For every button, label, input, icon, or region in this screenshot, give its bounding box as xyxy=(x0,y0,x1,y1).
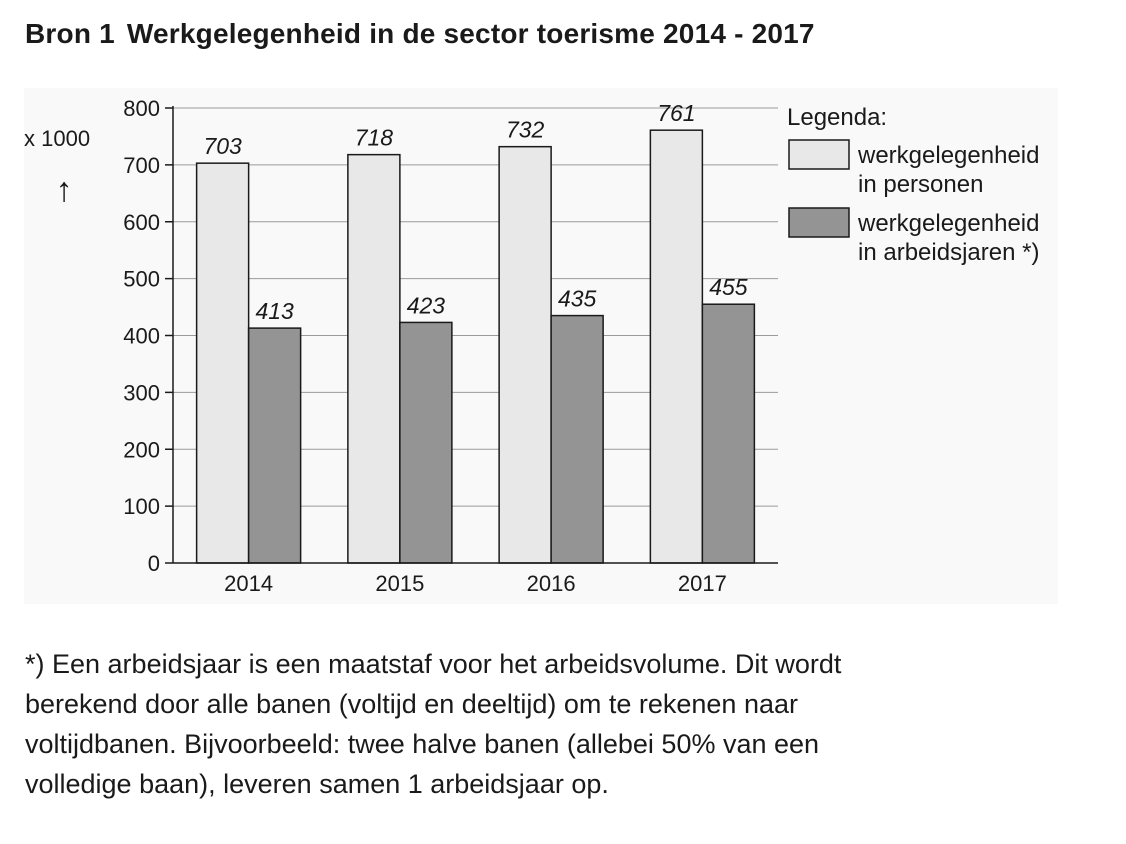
bar-arbeidsjaren xyxy=(399,321,453,564)
up-arrow-icon: ↑ xyxy=(56,171,73,209)
chart-title: Bron 1 Werkgelegenheid in de sector toeri… xyxy=(25,18,815,50)
y-tick-label: 800 xyxy=(123,96,160,121)
footnote: *) Een arbeidsjaar is een maatstaf voor … xyxy=(25,649,842,799)
legend-title: Legenda: xyxy=(787,104,887,131)
bar-personen xyxy=(195,162,250,564)
data-label: 455 xyxy=(709,274,748,300)
y-tick-label: 200 xyxy=(123,437,160,462)
legend-label: werkgelegenheid xyxy=(857,210,1039,237)
legend-label: werkgelegenheid xyxy=(857,142,1039,169)
y-axis-label: x 1000 xyxy=(24,126,90,151)
data-label: 732 xyxy=(506,117,545,143)
y-tick-label: 700 xyxy=(123,153,160,178)
legend-swatch xyxy=(788,139,850,170)
data-label: 718 xyxy=(355,125,394,151)
data-label: 761 xyxy=(657,100,695,126)
y-tick-label: 0 xyxy=(148,551,160,576)
bar-personen xyxy=(498,145,552,564)
x-tick-label: 2015 xyxy=(375,571,424,596)
data-label: 435 xyxy=(558,286,597,312)
source-label: Bron 1 xyxy=(25,18,115,49)
bar-arbeidsjaren xyxy=(550,314,604,564)
legend-swatch xyxy=(788,207,850,238)
x-tick-label: 2017 xyxy=(678,571,727,596)
y-tick-label: 400 xyxy=(123,324,160,349)
y-tick-label: 600 xyxy=(123,210,160,235)
bar-arbeidsjaren xyxy=(701,303,756,564)
x-tick-label: 2016 xyxy=(527,571,576,596)
bar-personen xyxy=(347,153,401,564)
legend-label: in personen xyxy=(858,171,983,198)
data-label: 413 xyxy=(255,298,294,324)
data-label: 703 xyxy=(203,133,242,159)
y-tick-label: 300 xyxy=(123,380,160,405)
bar-personen xyxy=(649,129,704,564)
bar-chart: 0 100 200 300 400 500 600 700 800 703 413 2014 718 42… xyxy=(24,96,1039,596)
x-tick-label: 2014 xyxy=(224,571,273,596)
data-label: 423 xyxy=(407,292,446,318)
title-text: Werkgelegenheid in de sector toerisme 20… xyxy=(126,18,815,49)
y-tick-label: 500 xyxy=(123,267,160,292)
legend-label: in arbeidsjaren *) xyxy=(858,239,1039,266)
y-tick-label: 100 xyxy=(123,494,160,519)
bar-arbeidsjaren xyxy=(247,327,302,564)
